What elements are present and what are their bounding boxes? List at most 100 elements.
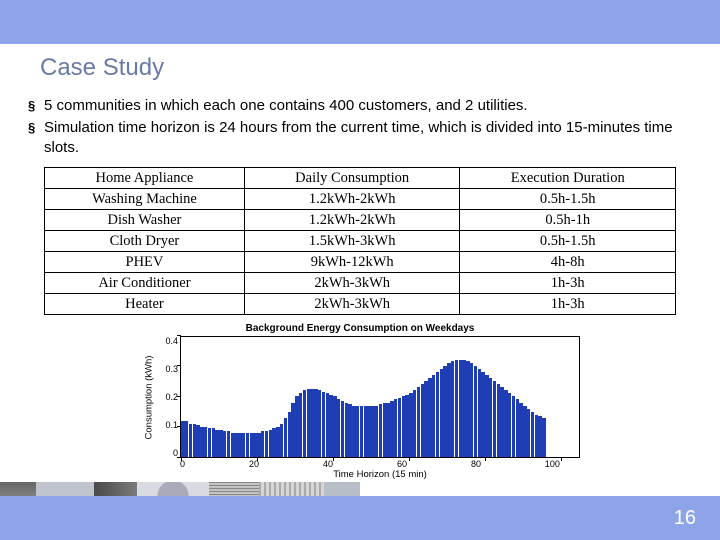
bar xyxy=(276,427,279,458)
bar xyxy=(485,375,488,457)
bar xyxy=(440,369,443,457)
bar xyxy=(500,387,503,457)
bullet-item: § Simulation time horizon is 24 hours fr… xyxy=(28,118,692,158)
table-cell: 9kWh-12kWh xyxy=(244,252,460,273)
bar xyxy=(337,399,340,457)
bar xyxy=(181,421,184,458)
bar xyxy=(360,406,363,458)
appliance-table: Home ApplianceDaily ConsumptionExecution… xyxy=(44,167,676,315)
bar xyxy=(345,403,348,458)
bar xyxy=(516,399,519,457)
page-number: 16 xyxy=(674,507,696,530)
bar xyxy=(466,361,469,457)
bar xyxy=(257,433,260,457)
table-row: Cloth Dryer1.5kWh-3kWh0.5h-1.5h xyxy=(45,231,676,252)
bar xyxy=(451,361,454,457)
bar xyxy=(447,363,450,458)
table-cell: Washing Machine xyxy=(45,189,245,210)
bar xyxy=(402,396,405,457)
y-tick-label: 0.4 xyxy=(165,336,178,346)
bar xyxy=(265,431,268,457)
table-row: Dish Washer1.2kWh-2kWh0.5h-1h xyxy=(45,210,676,231)
x-tick-label: 80 xyxy=(471,459,481,469)
bullet-item: § 5 communities in which each one contai… xyxy=(28,96,692,116)
bar xyxy=(272,428,275,457)
x-axis-label: Time Horizon (15 min) xyxy=(180,469,580,480)
bar xyxy=(504,390,507,457)
y-axis-ticks: 0.40.30.20.10 xyxy=(158,336,180,458)
bar xyxy=(474,366,477,458)
table-row: PHEV9kWh-12kWh4h-8h xyxy=(45,252,676,273)
bar xyxy=(295,396,298,457)
table-cell: 0.5h-1.5h xyxy=(460,231,676,252)
bar xyxy=(432,375,435,457)
table-cell: 1.2kWh-2kWh xyxy=(244,210,460,231)
bar xyxy=(470,363,473,458)
bar xyxy=(307,389,310,458)
table-cell: 0.5h-1h xyxy=(460,210,676,231)
bar xyxy=(398,398,401,457)
bar xyxy=(326,393,329,457)
bar xyxy=(348,404,351,457)
bar xyxy=(512,396,515,457)
bar xyxy=(371,406,374,458)
table-header-cell: Daily Consumption xyxy=(244,168,460,189)
bar xyxy=(436,372,439,457)
bar xyxy=(508,393,511,457)
table-cell: 2kWh-3kWh xyxy=(244,273,460,294)
table-cell: 4h-8h xyxy=(460,252,676,273)
table-cell: 2kWh-3kWh xyxy=(244,294,460,315)
bar xyxy=(314,389,317,458)
bar xyxy=(519,403,522,458)
table-row: Air Conditioner2kWh-3kWh1h-3h xyxy=(45,273,676,294)
bar xyxy=(231,433,234,457)
bullet-list: § 5 communities in which each one contai… xyxy=(28,96,692,157)
bar xyxy=(219,430,222,457)
bar xyxy=(185,421,188,458)
bar xyxy=(204,427,207,458)
bar xyxy=(421,384,424,457)
bar xyxy=(531,412,534,458)
y-axis-label: Consumption (kWh) xyxy=(144,355,155,439)
table-cell: 0.5h-1.5h xyxy=(460,189,676,210)
x-tick-label: 100 xyxy=(545,459,560,469)
bar xyxy=(234,433,237,457)
bar xyxy=(310,389,313,458)
bullet-text: 5 communities in which each one contains… xyxy=(44,96,692,116)
bar xyxy=(208,428,211,457)
x-axis-ticks: 020406080100 xyxy=(180,458,560,469)
bar xyxy=(299,393,302,457)
bullet-marker: § xyxy=(28,118,44,138)
bar xyxy=(303,390,306,457)
bullet-text: Simulation time horizon is 24 hours from… xyxy=(44,118,692,158)
bar xyxy=(196,425,199,457)
bar xyxy=(261,431,264,457)
appliance-table-wrap: Home ApplianceDaily ConsumptionExecution… xyxy=(44,167,676,315)
x-tick-label: 40 xyxy=(323,459,333,469)
table-cell: 1h-3h xyxy=(460,273,676,294)
table-cell: 1.5kWh-3kWh xyxy=(244,231,460,252)
bar xyxy=(250,433,253,457)
bar xyxy=(189,424,192,458)
table-row: Heater2kWh-3kWh1h-3h xyxy=(45,294,676,315)
table-cell: Cloth Dryer xyxy=(45,231,245,252)
plot-area xyxy=(180,336,580,458)
bar xyxy=(215,430,218,457)
bar xyxy=(364,406,367,458)
table-header-cell: Home Appliance xyxy=(45,168,245,189)
table-row: Washing Machine1.2kWh-2kWh0.5h-1.5h xyxy=(45,189,676,210)
bar xyxy=(333,396,336,457)
bar xyxy=(223,431,226,457)
bar xyxy=(424,381,427,457)
bar xyxy=(394,399,397,457)
bar xyxy=(242,433,245,457)
table-cell: Heater xyxy=(45,294,245,315)
table-cell: Air Conditioner xyxy=(45,273,245,294)
bar xyxy=(493,381,496,457)
footer-band xyxy=(0,496,720,540)
bar xyxy=(417,387,420,457)
bar xyxy=(329,395,332,458)
bar xyxy=(535,415,538,458)
bar-chart: Background Energy Consumption on Weekday… xyxy=(140,323,580,480)
bar xyxy=(428,378,431,457)
